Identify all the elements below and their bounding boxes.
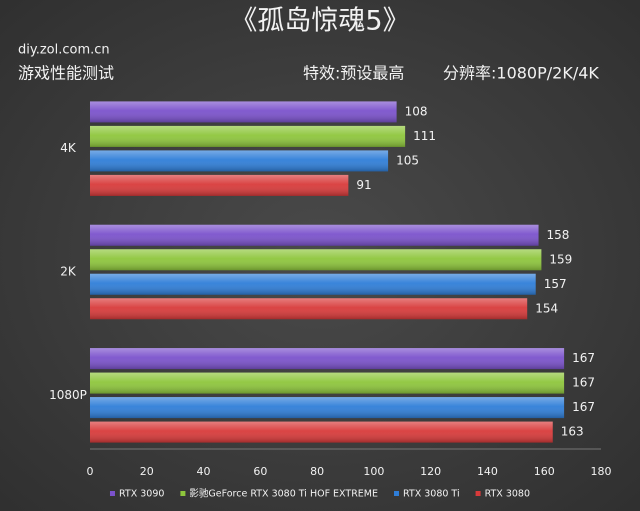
value-label: 108 [405,104,428,118]
bar-shine [90,224,539,246]
legend-label: RTX 3080 Ti [403,489,460,500]
x-tick-label: 80 [310,465,324,478]
bar-shine [90,298,528,320]
bar-shine [90,249,542,271]
chart-title: 《孤岛惊魂5》 [230,6,409,37]
bar-shine [90,174,349,196]
bar-shine [90,150,389,172]
bar-shine [90,421,553,443]
value-label: 154 [535,301,558,315]
bar-shine [90,125,406,147]
legend-label: RTX 3090 [119,489,164,500]
bar-shine [90,101,397,123]
legend-label: 影驰GeForce RTX 3080 Ti HOF EXTREME [189,488,378,500]
value-label: 157 [544,277,567,291]
legend-marker [109,491,115,496]
value-label: 167 [572,376,595,390]
x-tick-label: 0 [87,465,94,478]
x-tick-label: 180 [591,465,612,478]
source: diy.zol.com.cn [18,43,110,58]
bar-shine [90,372,565,394]
bar-shine [90,397,565,419]
legend-label: RTX 3080 [485,489,530,500]
value-label: 111 [413,129,436,143]
x-tick-label: 40 [197,465,211,478]
x-tick-label: 60 [253,465,267,478]
value-label: 167 [572,351,595,365]
y-tick-label: 4K [60,141,77,155]
value-label: 91 [356,178,371,192]
value-label: 159 [549,252,572,266]
legend-marker [394,491,399,496]
y-tick-label: 1080P [49,388,87,402]
y-tick-label: 2K [60,265,77,279]
legend-marker [475,491,481,496]
value-label: 158 [547,228,570,242]
value-label: 163 [561,425,584,439]
bar-shine [90,348,565,370]
x-tick-label: 120 [420,465,441,478]
x-tick-label: 160 [534,465,555,478]
value-label: 105 [396,153,419,167]
x-tick-label: 140 [477,465,498,478]
resolution: 分辨率:1080P/2K/4K [443,64,599,83]
x-tick-label: 20 [140,465,154,478]
legend-marker [180,491,186,496]
settings: 特效:预设最高 [303,64,404,83]
value-label: 167 [572,400,595,414]
x-tick-label: 100 [363,465,384,478]
subtitle: 游戏性能测试 [18,64,114,83]
bar-shine [90,273,536,295]
